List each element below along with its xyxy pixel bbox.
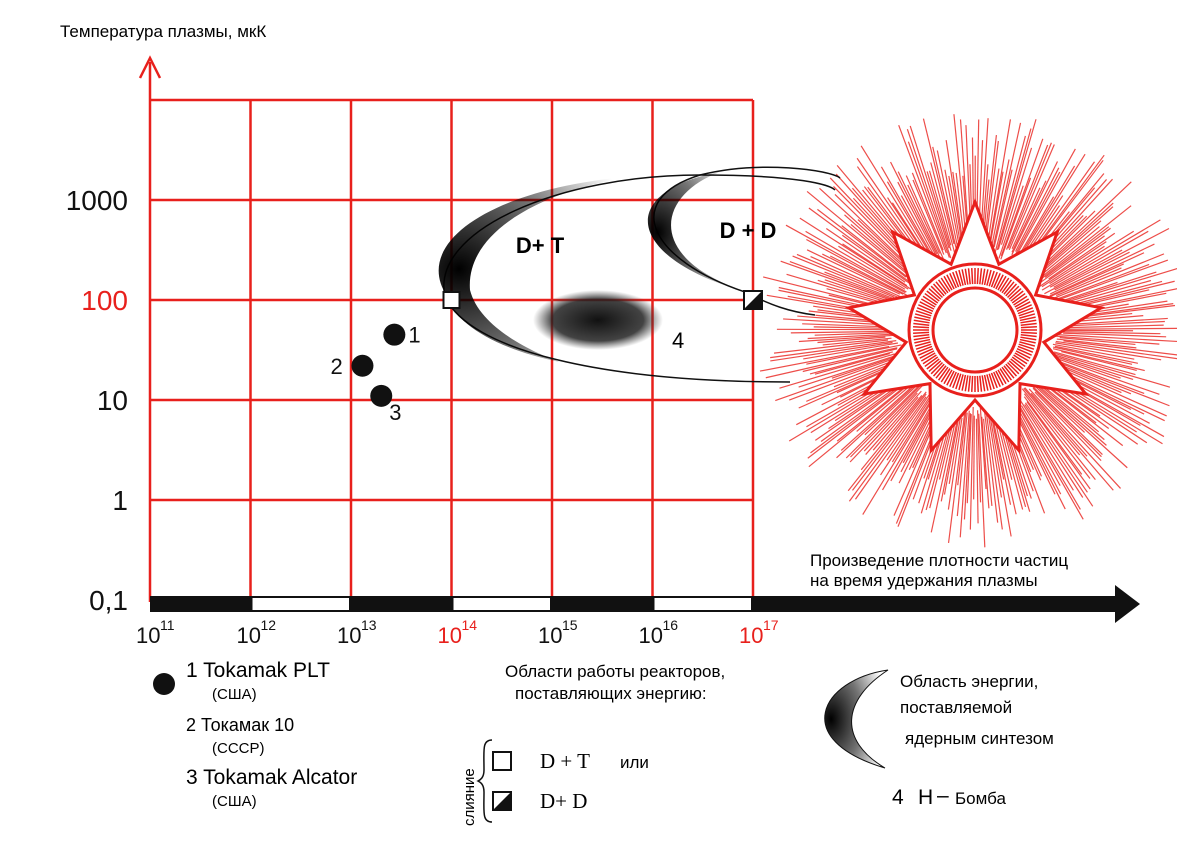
- hbomb-legend-dash: –: [937, 784, 949, 807]
- x-tick-exponent: 15: [562, 617, 578, 633]
- legend-dd-label: D+ D: [540, 789, 587, 813]
- dd-region-label: D + D: [720, 218, 777, 243]
- legend-dt-label: D + T: [540, 749, 590, 773]
- legend-point-marker: [153, 673, 175, 695]
- axes: Температура плазмы, мкК Произведение пло…: [60, 22, 1140, 623]
- legend-tokamak-3-country: (США): [212, 793, 257, 810]
- x-tick-label: 10: [739, 623, 763, 648]
- x-axis-arrow-icon: [1115, 585, 1140, 623]
- x-tick-exponent: 11: [160, 617, 175, 633]
- fusion-brace-icon: [476, 739, 493, 823]
- tokamak-point-2: [351, 354, 374, 377]
- x-tick-label: 10: [237, 623, 261, 648]
- y-tick-label: 0,1: [89, 585, 128, 616]
- dd-square-marker: [492, 791, 512, 811]
- hbomb-label: 4: [672, 328, 684, 353]
- legend-tokamak-1-name: 1 Tokamak PLT: [186, 659, 330, 682]
- y-axis-arrow-icon: [138, 55, 162, 79]
- legend-regions: Области работы реакторов, поставляющих э…: [461, 662, 725, 826]
- x-tick-label: 10: [538, 623, 562, 648]
- y-tick-label: 100: [81, 285, 128, 316]
- x-tick-label: 10: [136, 623, 160, 648]
- dt-region-label: D+ T: [516, 233, 565, 258]
- x-tick-exponent: 13: [361, 617, 377, 633]
- legend-energy: Область энергии, поставляемой ядерным си…: [824, 669, 1054, 809]
- tokamak-point-3: [370, 384, 393, 407]
- x-tick-label: 10: [438, 623, 462, 648]
- x-tick-exponent: 17: [763, 617, 779, 633]
- legend-tokamak-2-country: (СССР): [212, 740, 265, 757]
- x-axis-segment-0: [252, 598, 349, 610]
- x-tick-exponent: 16: [663, 617, 679, 633]
- dt-square-marker: [492, 751, 512, 771]
- legend-tokamak-2-name: 2 Токамак 10: [186, 715, 294, 735]
- region-markers: [442, 290, 763, 310]
- legend-tokamaks: 1 Tokamak PLT (США) 2 Токамак 10 (СССР) …: [153, 659, 357, 810]
- x-tick-exponent: 12: [261, 617, 277, 633]
- hbomb-blob: [533, 290, 663, 350]
- x-tick-label: 10: [337, 623, 361, 648]
- y-tick-label: 1000: [66, 185, 128, 216]
- dt-crescent-shading: [438, 176, 640, 362]
- fusion-vertical-label: слияние: [461, 768, 478, 826]
- x-axis-title-line-1: Произведение плотности частиц: [810, 551, 1068, 570]
- energy-area-line-2: поставляемой: [900, 698, 1012, 717]
- energy-crescent-icon: [824, 669, 889, 769]
- grid: [150, 98, 755, 600]
- tokamak-point-label-2: 2: [330, 354, 342, 379]
- dd-region-marker: [743, 290, 763, 310]
- x-tick-exponent: 14: [462, 617, 478, 633]
- x-tick-label: 10: [639, 623, 663, 648]
- tokamak-point-1: [383, 323, 406, 346]
- dt-region-marker: [442, 291, 461, 309]
- tokamak-points: 1 2 3: [330, 323, 420, 425]
- y-tick-label: 1: [112, 485, 128, 516]
- hbomb-legend-word: Бомба: [955, 789, 1006, 808]
- x-axis-segment-1: [453, 598, 550, 610]
- legend-tokamak-1-country: (США): [212, 686, 257, 703]
- regions-title-line-2: поставляющих энергию:: [515, 684, 707, 703]
- x-axis-segment-2: [654, 598, 751, 610]
- x-axis-bar: [150, 596, 1118, 612]
- hbomb-legend-num: 4: [892, 786, 904, 809]
- tokamak-point-label-3: 3: [389, 400, 401, 425]
- sun-burst-icon: [759, 114, 1177, 548]
- energy-area-line-1: Область энергии,: [900, 672, 1038, 691]
- x-axis-title-line-2: на время удержания плазмы: [810, 571, 1038, 590]
- legend-or-label: или: [620, 753, 649, 772]
- regions-title-line-1: Области работы реакторов,: [505, 662, 725, 681]
- hbomb-legend-h: H: [918, 786, 933, 809]
- legend-tokamak-3-name: 3 Tokamak Alcator: [186, 766, 357, 789]
- fusion-regions: D+ T D + D 4: [438, 166, 841, 383]
- dd-crescent-shading: [647, 172, 745, 292]
- energy-area-line-3: ядерным синтезом: [905, 729, 1054, 748]
- y-axis-title: Температура плазмы, мкК: [60, 22, 266, 41]
- y-tick-label: 10: [97, 385, 128, 416]
- tokamak-point-label-1: 1: [408, 323, 420, 348]
